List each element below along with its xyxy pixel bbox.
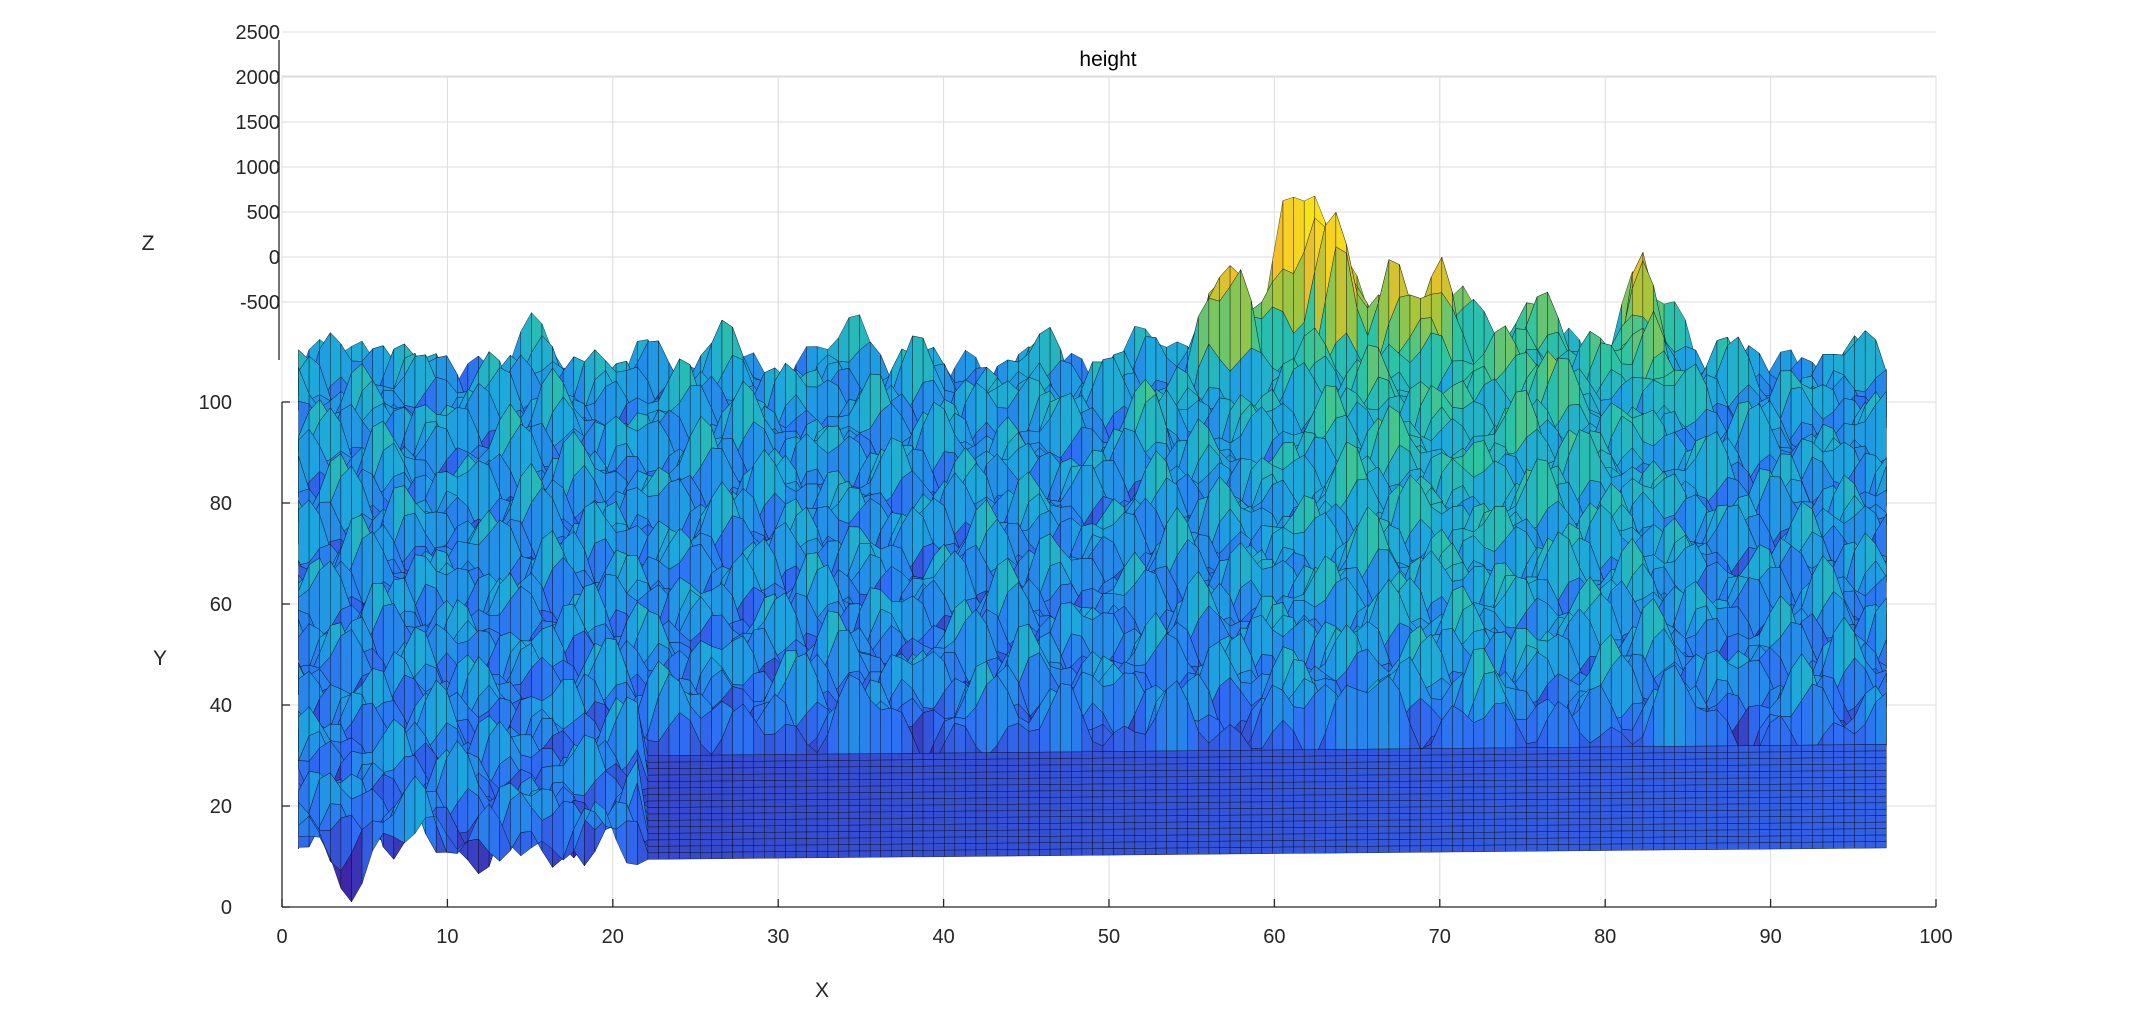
surface-patch	[1219, 285, 1231, 373]
surface-patch	[1473, 440, 1485, 478]
surface-patch	[1663, 473, 1675, 520]
surface-patch	[298, 499, 310, 566]
surface-patch	[435, 511, 447, 552]
surface-mesh	[298, 195, 1887, 903]
surface-patch	[1155, 337, 1167, 384]
axes-box-edge	[282, 75, 1937, 907]
surface-patch	[1674, 300, 1686, 353]
surface-patch	[1875, 390, 1887, 465]
surface-patch	[838, 317, 850, 363]
surface-patch	[1208, 277, 1220, 302]
surface-patch	[1420, 293, 1432, 319]
surface-patch	[954, 349, 966, 383]
surface-patch	[1335, 212, 1347, 254]
surface-patch	[1335, 246, 1347, 344]
surface-patch	[351, 340, 363, 362]
surface-patch	[1229, 268, 1241, 372]
surface-patch	[1642, 409, 1654, 447]
surface-patch	[933, 497, 945, 552]
surface-patch	[1282, 196, 1294, 275]
surface-patch	[1790, 478, 1802, 504]
surface-patch	[1547, 292, 1559, 336]
surface-patch	[1430, 257, 1443, 295]
surface-patch	[1452, 380, 1464, 409]
surface-patch	[1568, 327, 1580, 352]
surface-patch	[1685, 363, 1697, 428]
surface-patch	[1028, 430, 1040, 445]
surface-patch	[1240, 269, 1252, 361]
surface-patch	[933, 346, 945, 367]
surface-patch	[732, 327, 744, 361]
surface-patch	[806, 369, 818, 388]
